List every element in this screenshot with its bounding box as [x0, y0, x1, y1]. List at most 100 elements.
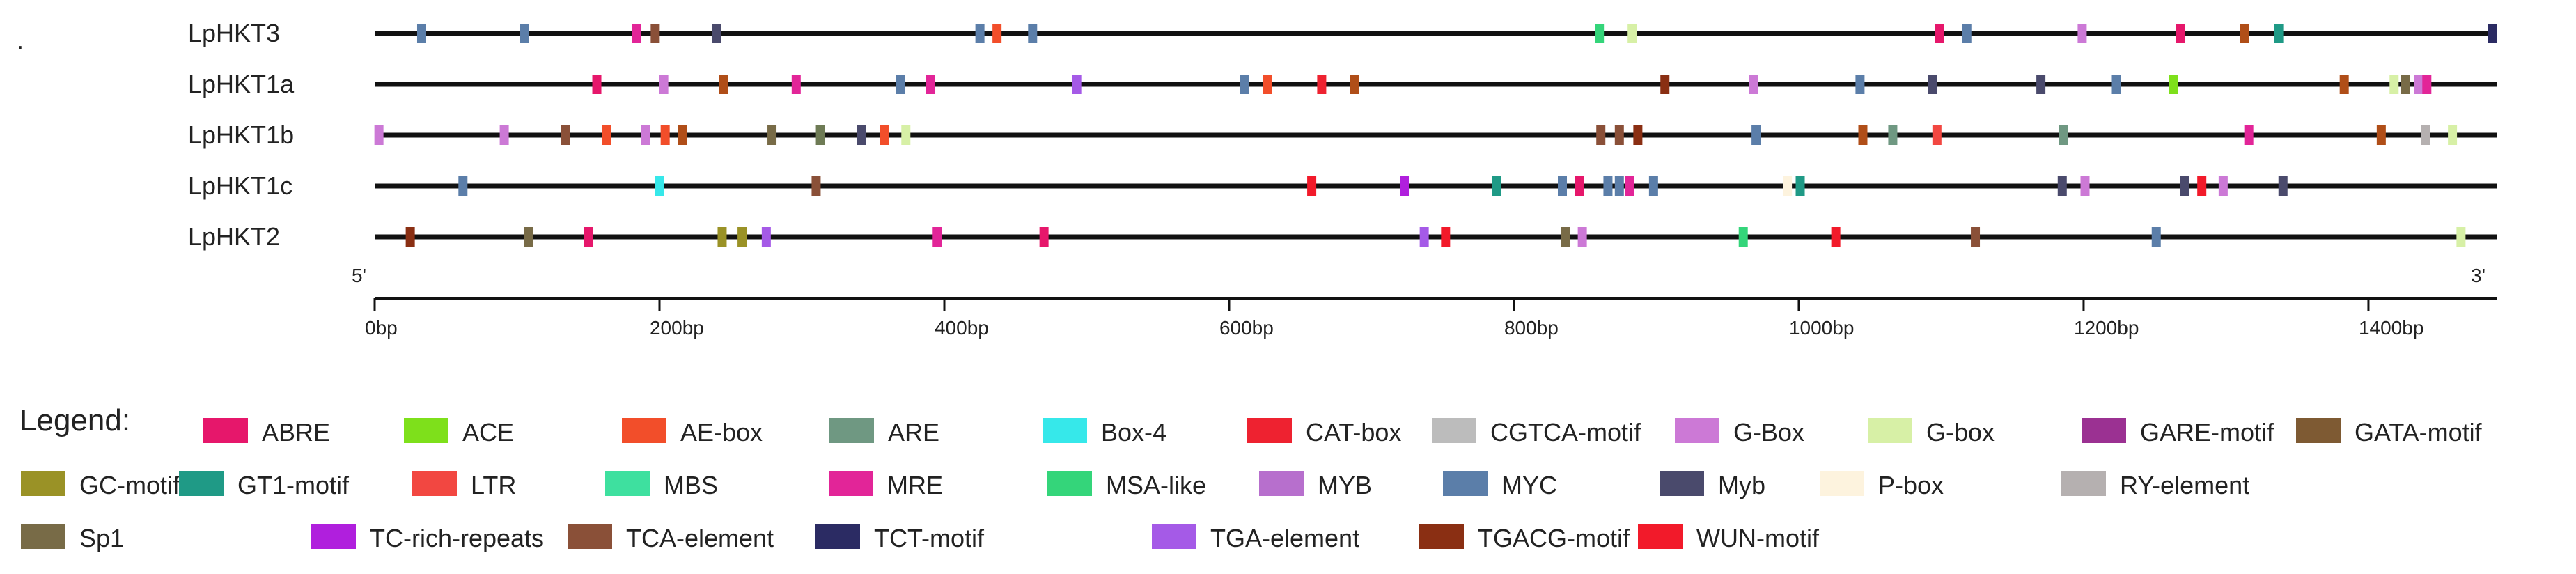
- element-mark-tca-element: [811, 176, 821, 196]
- legend-item-myb: Myb: [1660, 471, 1765, 499]
- legend-label: TGACG-motif: [1478, 524, 1630, 552]
- element-mark-ae-box: [660, 125, 670, 145]
- legend-label: ABRE: [262, 418, 330, 447]
- legend-item-gata-motif: GATA-motif: [2296, 418, 2483, 447]
- element-mark-myc: [2151, 227, 2161, 247]
- element-mark-sp1: [767, 125, 777, 145]
- element-mark-g-box: [2389, 75, 2399, 94]
- legend-swatch: [1419, 524, 1464, 549]
- legend-swatch: [1868, 418, 1912, 443]
- element-mark-myc: [1855, 75, 1865, 94]
- legend-item-myb: MYB: [1259, 471, 1372, 499]
- element-mark-msa-like: [1738, 227, 1748, 247]
- legend-swatch: [2296, 418, 2341, 443]
- legend-label: GC-motif: [79, 471, 180, 499]
- legend-label: P-box: [1878, 471, 1944, 499]
- legend-swatch: [21, 471, 65, 496]
- legend-label: TC-rich-repeats: [370, 524, 544, 552]
- legend-swatch: [1675, 418, 1719, 443]
- gene-row-lphkt1a: LpHKT1a: [188, 70, 2497, 98]
- legend-label: LTR: [471, 471, 516, 499]
- element-mark-msa-like: [1595, 24, 1605, 43]
- element-mark-gt1-motif: [1795, 176, 1805, 196]
- element-mark-wun-motif: [2197, 176, 2207, 196]
- element-mark-abre: [1039, 227, 1049, 247]
- element-mark-ae-box: [880, 125, 889, 145]
- element-mark-myc: [1240, 75, 1249, 94]
- element-mark-g-box: [2448, 125, 2458, 145]
- element-mark-wun-motif: [1307, 176, 1317, 196]
- element-mark-myb: [2036, 75, 2046, 94]
- element-mark-mre: [791, 75, 801, 94]
- element-mark-tca-element: [1971, 227, 1981, 247]
- element-mark-wun-motif: [1831, 227, 1841, 247]
- element-mark-g-box: [641, 125, 650, 145]
- element-mark-mre: [2244, 125, 2254, 145]
- element-mark-tga-element: [761, 227, 771, 247]
- legend-swatch: [412, 471, 457, 496]
- element-mark-myc: [896, 75, 905, 94]
- element-mark-abre: [2176, 24, 2185, 43]
- element-mark-ace: [2169, 75, 2178, 94]
- gene-label: LpHKT1a: [188, 70, 295, 98]
- element-mark-chs-cma1a: [2240, 24, 2249, 43]
- legend-item-tgacg-motif: TGACG-motif: [1419, 524, 1630, 552]
- element-mark-myc: [2111, 75, 2121, 94]
- element-mark-gt1-motif: [2274, 24, 2284, 43]
- element-mark-ae-box: [1263, 75, 1272, 94]
- legend-item-g-box: G-Box: [1675, 418, 1804, 447]
- legend-swatch: [1443, 471, 1488, 496]
- element-mark-tca-element: [1614, 125, 1624, 145]
- legend-item-p-box: P-box: [1820, 471, 1944, 499]
- element-mark-abre: [584, 227, 593, 247]
- legend-item-g-box: G-box: [1868, 418, 1995, 447]
- legend-label: GARE-motif: [2140, 418, 2274, 447]
- legend-item-abre: ABRE: [203, 418, 330, 447]
- legend-label: G-Box: [1733, 418, 1804, 447]
- legend-swatch: [829, 471, 873, 496]
- element-mark-myb: [712, 24, 721, 43]
- legend-swatch: [1152, 524, 1196, 549]
- legend-item-cgtca-motif: CGTCA-motif: [1432, 418, 1641, 447]
- element-mark-g-box: [1749, 75, 1758, 94]
- element-mark-cat-box: [1317, 75, 1327, 94]
- element-mark-abre: [1575, 176, 1584, 196]
- legend-item-wun-motif: WUN-motif: [1638, 524, 1820, 552]
- element-mark-mre: [1625, 176, 1634, 196]
- legend-swatch: [311, 524, 356, 549]
- legend-label: MRE: [887, 471, 943, 499]
- legend-label: CAT-box: [1306, 418, 1401, 447]
- element-mark-chs-cma1a: [2376, 125, 2386, 145]
- legend-item-ry-element: RY-element: [2061, 471, 2249, 499]
- legend-label: AE-box: [680, 418, 763, 447]
- element-mark-abre: [1935, 24, 1944, 43]
- element-mark-myb: [1928, 75, 1937, 94]
- element-mark-myc: [1558, 176, 1568, 196]
- legend-item-ltr: LTR: [412, 471, 516, 499]
- axis-tick-label: 0bp: [365, 317, 398, 339]
- element-mark-myc: [1028, 24, 1038, 43]
- legend-swatch: [404, 418, 448, 443]
- legend-item-are: ARE: [829, 418, 939, 447]
- legend-swatch: [1432, 418, 1476, 443]
- legend-swatch: [1247, 418, 1292, 443]
- five-prime-label: 5': [352, 265, 366, 286]
- element-mark-tgacg-motif: [405, 227, 415, 247]
- element-mark-wun-motif: [1441, 227, 1451, 247]
- legend-item-mbs: MBS: [605, 471, 718, 499]
- element-mark-abre: [592, 75, 602, 94]
- legend-label: TCT-motif: [874, 524, 985, 552]
- element-mark-box-4: [655, 176, 664, 196]
- element-mark-chs-cma1a: [719, 75, 728, 94]
- legend-label: TCA-element: [626, 524, 774, 552]
- legend-label: GATA-motif: [2355, 418, 2483, 447]
- axis-tick-label: 600bp: [1219, 317, 1274, 339]
- element-mark-tca-element: [561, 125, 570, 145]
- legend-label: Box-4: [1101, 418, 1166, 447]
- gene-label: LpHKT1c: [188, 171, 292, 200]
- axis-tick-label: 1000bp: [1789, 317, 1854, 339]
- legend-label: RY-element: [2120, 471, 2249, 499]
- element-mark-g-box: [374, 125, 384, 145]
- element-mark-tct-motif: [2488, 24, 2497, 43]
- legend-label: TGA-element: [1210, 524, 1359, 552]
